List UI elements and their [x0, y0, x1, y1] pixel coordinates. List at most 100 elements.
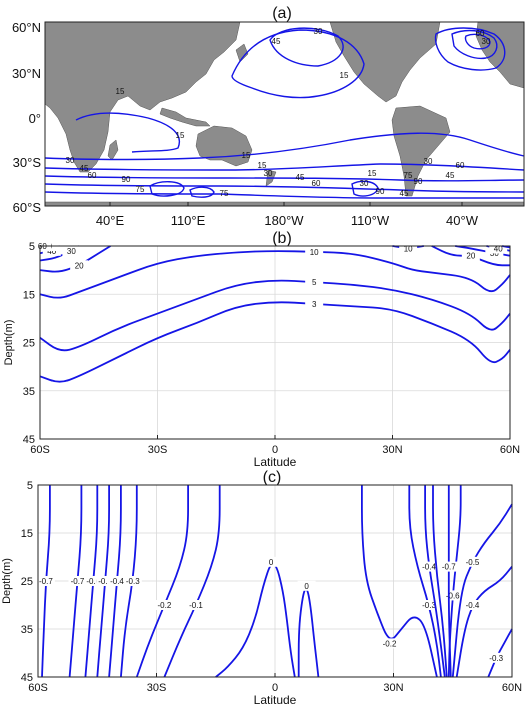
- contour-label: 30: [360, 179, 369, 188]
- contour-label-bg: [187, 600, 205, 610]
- contour-line: [39, 250, 511, 299]
- contour-a-so-75: [44, 191, 524, 199]
- contour-label: 60: [312, 179, 321, 188]
- panel-b: (b) 351020304050601020304060S30S030N60N5…: [3, 230, 520, 469]
- y-tick-label: 45: [23, 434, 35, 446]
- contour-label-bg: [305, 246, 324, 257]
- x-tick-label: 40°W: [446, 213, 479, 228]
- land-africa-eurasia: [44, 21, 241, 173]
- x-tick-label: 30N: [383, 682, 403, 694]
- contour-label-bg: [68, 576, 87, 586]
- contour-line: [39, 279, 511, 352]
- contour-label-bg: [155, 600, 174, 610]
- x-tick-label: 60N: [502, 682, 522, 694]
- contour-a-so-45: [44, 175, 525, 182]
- contour-label: -0.4: [110, 577, 124, 586]
- contour-label: 3: [312, 300, 317, 309]
- y-tick-label: 45: [21, 672, 33, 684]
- contour-label: -0.2: [383, 639, 397, 648]
- panel-b-plot: 351020304050601020304060S30S030N60N51525…: [3, 241, 520, 469]
- contour-label: 10: [310, 248, 319, 257]
- contour-label: 60: [456, 161, 465, 170]
- x-tick-label: 30S: [147, 682, 167, 694]
- contour-label: -0.5: [466, 558, 480, 567]
- contour-label-bg: [439, 561, 458, 572]
- contour-a-so-90-closed: [149, 181, 185, 197]
- contour-label: 15: [368, 169, 377, 178]
- contour-line: [431, 245, 510, 267]
- x-tick-label: 60S: [30, 444, 50, 456]
- contour-line: [84, 484, 99, 678]
- contour-label: -0.3: [126, 577, 140, 586]
- y-tick-label: 25: [21, 576, 33, 588]
- x-tick-label: 110°E: [171, 213, 206, 228]
- contour-label: 75: [136, 185, 145, 194]
- contour-label: -0.7: [39, 577, 53, 586]
- y-tick-label: 0°: [29, 111, 41, 126]
- contour-line: [120, 485, 138, 678]
- contour-line: [163, 485, 221, 678]
- y-tick-label: 15: [23, 289, 35, 301]
- contour-line: [424, 485, 446, 678]
- contour-line: [41, 484, 51, 678]
- land-masses: [44, 21, 525, 207]
- land-indonesia: [159, 107, 211, 127]
- contour-label: -0.6: [86, 577, 100, 586]
- contour-a-np-gyre-30: [269, 27, 344, 67]
- contour-label: 45: [446, 171, 455, 180]
- contour-label-bg: [36, 576, 55, 586]
- contour-label: -0.4: [466, 601, 480, 610]
- contour-label: 0: [304, 582, 309, 591]
- contour-a-so-30: [44, 163, 525, 171]
- contour-label: -0.6: [446, 591, 460, 600]
- land-north-america: [329, 21, 441, 103]
- contour-label: 45: [296, 173, 305, 182]
- contour-label: 30: [490, 249, 499, 258]
- contour-label: 30: [264, 169, 273, 178]
- contour-label: 0: [269, 558, 274, 567]
- x-tick-label: 30S: [148, 444, 168, 456]
- panel-a: (a): [12, 5, 525, 228]
- contour-label: 75: [404, 171, 413, 180]
- contour-line: [39, 301, 511, 383]
- x-tick-label: 30N: [382, 444, 402, 456]
- contour-label: 90: [122, 175, 131, 184]
- contour-label: 45: [400, 189, 409, 198]
- contour-line: [447, 485, 452, 678]
- contour-label: -0.1: [189, 601, 203, 610]
- contour-label: 15: [340, 71, 349, 80]
- contour-label-bg: [487, 652, 506, 663]
- contour-label-bg: [461, 250, 480, 261]
- contour-a-natl-15: [434, 27, 506, 71]
- contour-label: 90: [414, 177, 423, 186]
- panel-c: (c) -0.7 -0.7 -0.6-0.5-0.4 -0.3-0.2 -0.100-0…: [1, 469, 522, 707]
- contour-label-bg: [463, 600, 482, 610]
- y-tick-label: 30°S: [13, 155, 42, 170]
- contour-line: [96, 485, 110, 678]
- land-japan: [235, 43, 249, 63]
- contour-line: [108, 485, 122, 678]
- contour-a-so-15: [44, 132, 525, 161]
- contour-label-bg: [305, 298, 324, 309]
- y-tick-label: 25: [23, 338, 35, 350]
- contour-label-bg: [420, 600, 439, 610]
- contour-label-bg: [305, 277, 324, 288]
- x-tick-label: 180°W: [264, 213, 304, 228]
- contour-label: 30: [67, 247, 76, 256]
- contour-label: -0.3: [489, 654, 503, 663]
- y-tick-label: 35: [21, 624, 33, 636]
- contour-label: 30: [66, 156, 75, 165]
- panel-a-contours: [44, 27, 525, 199]
- contour-label: 75: [220, 189, 229, 198]
- contour-label-bg: [380, 638, 399, 649]
- contour-label-bg: [84, 576, 103, 586]
- contour-label: 10: [404, 244, 413, 253]
- contour-label: 30: [314, 27, 323, 36]
- contour-label: -0.7: [442, 563, 456, 572]
- panel-a-y-ticks: 60°N 30°N 0° 30°S 60°S: [12, 20, 41, 215]
- contour-label-bg: [399, 243, 418, 254]
- contour-line: [451, 503, 513, 678]
- contour-label: 20: [75, 261, 84, 270]
